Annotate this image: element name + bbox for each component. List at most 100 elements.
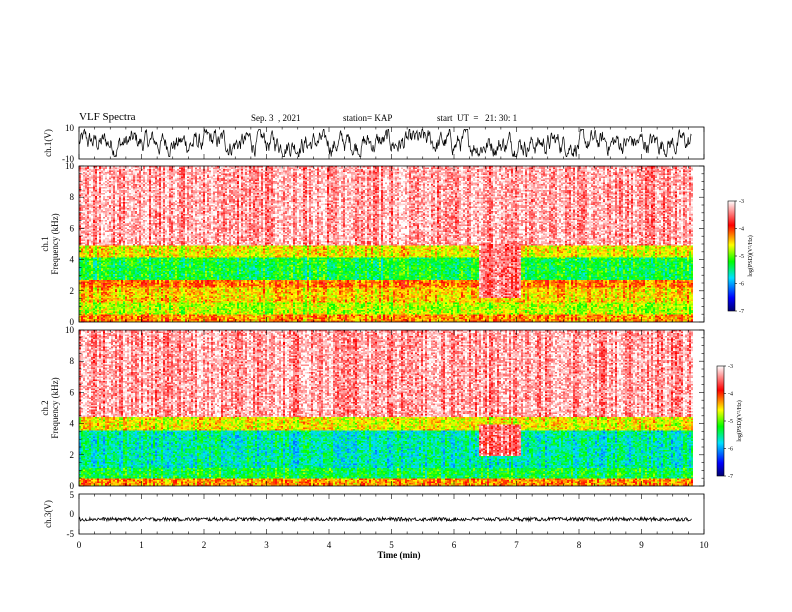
spectrogram-cell (85, 255, 87, 257)
spectrogram-cell (81, 277, 83, 279)
spectrogram-cell (89, 174, 91, 176)
spectrogram-cell (85, 258, 87, 260)
spectrogram-cell (83, 198, 85, 200)
spectrogram-cell (85, 271, 87, 273)
spectrogram-cell (89, 310, 91, 312)
spectrogram-cell (85, 199, 87, 201)
spectrogram-cell (89, 201, 91, 203)
spectrogram-cell (83, 171, 85, 173)
spectrogram-cell (91, 183, 93, 185)
spectrogram-cell (81, 297, 83, 299)
spectrogram-cell (83, 214, 85, 216)
spectrogram-cell (83, 280, 85, 282)
spectrogram-cell (89, 241, 91, 243)
spectrogram-cell (85, 249, 87, 251)
spectrogram-cell (89, 246, 91, 248)
spectrogram-cell (89, 280, 91, 282)
spectrogram-cell (81, 285, 83, 287)
spectrogram-cell (85, 235, 87, 237)
spectrogram-cell (85, 319, 87, 321)
spectrogram-cell (89, 199, 91, 201)
spectrogram-cell (83, 199, 85, 201)
spectrogram-cell (81, 232, 83, 234)
spectrogram-cell (87, 172, 89, 174)
spectrogram-cell (87, 189, 89, 191)
spectrogram-cell (85, 291, 87, 293)
spectrogram-cell (87, 303, 89, 305)
spectrogram-cell (87, 315, 89, 317)
spectrogram-cell (91, 204, 93, 206)
spectrogram-cell (89, 222, 91, 224)
spectrogram-cell (83, 310, 85, 312)
spectrogram-cell (83, 205, 85, 207)
spectrogram-cell (83, 253, 85, 255)
spectrogram-cell (89, 274, 91, 276)
spectrogram-cell (81, 183, 83, 185)
spectrogram-cell (91, 181, 93, 183)
spectrogram-cell (85, 181, 87, 183)
spectrogram-cell (81, 180, 83, 182)
spectrogram-cell (81, 175, 83, 177)
spectrogram-cell (87, 211, 89, 213)
spectrogram-cell (85, 295, 87, 297)
spectrogram-cell (85, 222, 87, 224)
spectrogram-cell (91, 229, 93, 231)
spectrogram-cell (83, 208, 85, 210)
spectrogram-cell (91, 223, 93, 225)
spectrogram-cell (85, 279, 87, 281)
spectrogram-cell (87, 256, 89, 258)
spectrogram-cell (85, 276, 87, 278)
spectrogram-cell (87, 253, 89, 255)
spectrogram-cell (83, 195, 85, 197)
spectrogram-cell (87, 187, 89, 189)
spectrogram-cell (83, 295, 85, 297)
spectrogram-cell (89, 210, 91, 212)
spectrogram-cell (89, 295, 91, 297)
spectrogram-cell (87, 268, 89, 270)
spectrogram-cell (83, 256, 85, 258)
spectrogram-cell (87, 198, 89, 200)
spectrogram-cell (85, 223, 87, 225)
spectrogram-cell (89, 315, 91, 317)
spectrogram-cell (91, 190, 93, 192)
spectrogram-cell (87, 247, 89, 249)
spectrogram-cell (89, 300, 91, 302)
spectrogram-cell (87, 286, 89, 288)
spectrogram-cell (89, 304, 91, 306)
spectrogram-cell (87, 171, 89, 173)
spectrogram-cell (83, 177, 85, 179)
spectrogram-cell (89, 255, 91, 257)
spectrogram-cell (87, 312, 89, 314)
spectrogram-cell (87, 190, 89, 192)
spectrogram-cell (87, 237, 89, 239)
spectrogram-cell (81, 304, 83, 306)
spectrogram-cell (89, 319, 91, 321)
spectrogram-cell (83, 283, 85, 285)
spectrogram-cell (85, 307, 87, 309)
spectrogram-cell (81, 168, 83, 170)
spectrogram-cell (87, 316, 89, 318)
spectrogram-cell (83, 183, 85, 185)
spectrogram-cell (83, 216, 85, 218)
spectrogram-cell (81, 276, 83, 278)
spectrogram-cell (87, 259, 89, 261)
spectrogram-cell (87, 235, 89, 237)
spectrogram-cell (87, 241, 89, 243)
spectrogram-cell (89, 204, 91, 206)
spectrogram-cell (81, 310, 83, 312)
spectrogram-cell (85, 214, 87, 216)
spectrogram-cell (85, 216, 87, 218)
spectrogram-cell (85, 294, 87, 296)
spectrogram-cell (87, 174, 89, 176)
spectrogram-cell (81, 268, 83, 270)
spectrogram-cell (83, 264, 85, 266)
spectrogram-cell (83, 243, 85, 245)
spectrogram-cell (81, 190, 83, 192)
spectrogram-cell (87, 295, 89, 297)
spectrogram-cell (87, 279, 89, 281)
spectrogram-cell (87, 177, 89, 179)
spectrogram-cell (83, 232, 85, 234)
spectrogram-cell (85, 226, 87, 228)
spectrogram-cell (87, 217, 89, 219)
spectrogram-cell (89, 258, 91, 260)
